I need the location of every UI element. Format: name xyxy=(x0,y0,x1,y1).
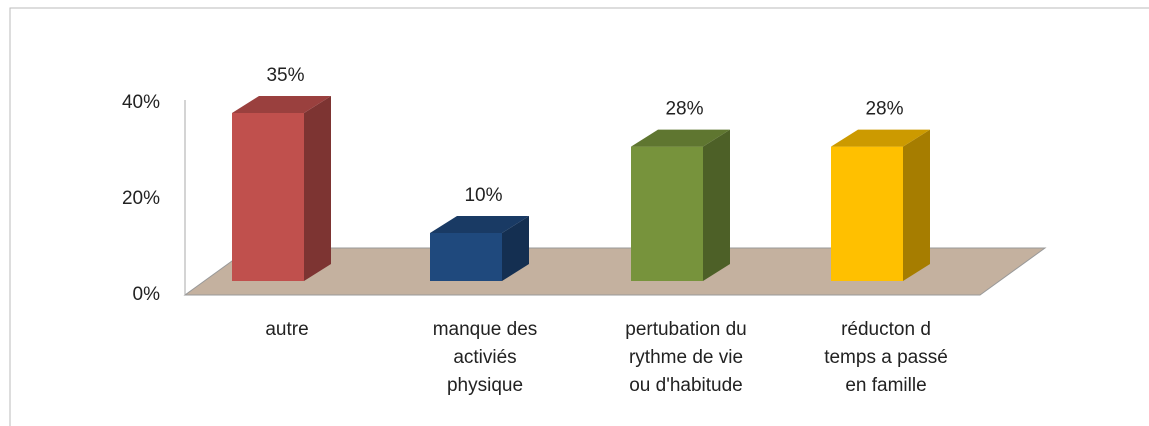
bar-top xyxy=(831,129,930,147)
bar-front xyxy=(232,113,304,281)
y-tick-label: 40% xyxy=(122,92,160,113)
bar xyxy=(232,96,331,281)
bar-side xyxy=(304,96,331,281)
value-label: 10% xyxy=(464,185,502,206)
bar xyxy=(631,129,730,281)
bar-front xyxy=(831,146,903,281)
bar-front xyxy=(631,146,703,281)
y-tick-label: 20% xyxy=(122,188,160,209)
value-label: 35% xyxy=(266,65,304,86)
x-tick-label: pertubation du rythme de vie ou d'habitude xyxy=(625,319,747,396)
value-label: 28% xyxy=(865,99,903,120)
bar-side xyxy=(502,216,529,281)
bar xyxy=(430,216,529,281)
value-label: 28% xyxy=(665,99,703,120)
bar-top xyxy=(631,129,730,147)
bar-side xyxy=(903,129,930,281)
bar xyxy=(831,129,930,281)
bar-top xyxy=(430,216,529,233)
y-tick-label: 0% xyxy=(133,284,161,305)
bar-side xyxy=(703,129,730,281)
floor xyxy=(183,247,1047,296)
bar-top xyxy=(232,96,331,113)
x-tick-label: autre xyxy=(265,319,308,340)
x-tick-label: réducton d temps a passé en famille xyxy=(824,319,948,396)
x-tick-label: manque des activiés physique xyxy=(433,319,538,396)
bar-front xyxy=(430,233,502,281)
frame xyxy=(9,7,1149,426)
